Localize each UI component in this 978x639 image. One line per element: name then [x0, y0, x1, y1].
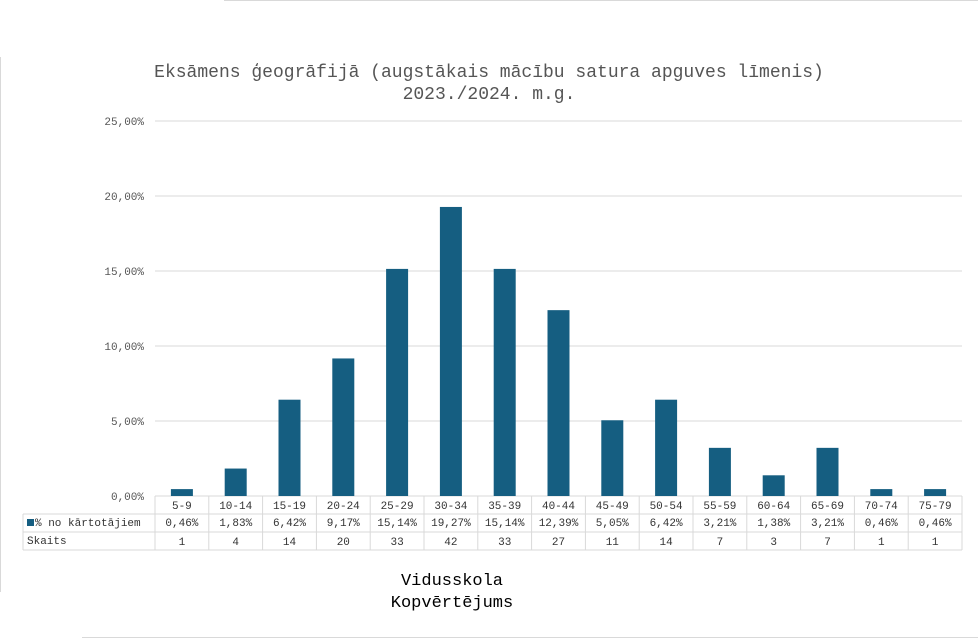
bar: [708, 447, 731, 496]
chart-title: Eksāmens ģeogrāfijā (augstākais mācību s…: [154, 63, 824, 83]
table-count-value: 7: [717, 537, 724, 549]
x-category-label: 20-24: [327, 501, 360, 513]
bar: [386, 268, 409, 496]
bar: [278, 399, 301, 496]
legend-series-name: % no kārtotājiem: [35, 518, 141, 530]
table-count-value: 11: [606, 537, 620, 549]
data-label: 6,42%: [650, 518, 683, 530]
x-category-label: 5-9: [172, 501, 192, 513]
data-label: 3,21%: [703, 518, 736, 530]
data-label: 5,05%: [596, 518, 629, 530]
data-label: 12,39%: [539, 518, 579, 530]
table-count-value: 27: [552, 537, 565, 549]
table-count-value: 33: [498, 537, 511, 549]
table-count-value: 33: [390, 537, 403, 549]
frame-top-line: [224, 0, 978, 1]
x-category-label: 50-54: [650, 501, 683, 513]
table-count-value: 1: [878, 537, 885, 549]
y-tick-label: 25,00%: [104, 117, 144, 129]
x-category-label: 35-39: [488, 501, 521, 513]
data-label: 1,38%: [757, 518, 790, 530]
x-category-label: 15-19: [273, 501, 306, 513]
table-count-value: 14: [659, 537, 673, 549]
bar: [655, 399, 678, 496]
bar: [547, 310, 570, 496]
data-label: 1,83%: [219, 518, 252, 530]
x-category-label: 40-44: [542, 501, 575, 513]
frame-left-line: [0, 57, 1, 592]
table-row-name: Skaits: [27, 536, 67, 548]
x-category-label: 45-49: [596, 501, 629, 513]
bar: [924, 489, 947, 496]
table-count-value: 1: [179, 537, 186, 549]
x-category-label: 30-34: [434, 501, 467, 513]
bar: [493, 268, 516, 496]
y-tick-label: 0,00%: [111, 492, 144, 504]
x-category-label: 70-74: [865, 501, 898, 513]
data-label: 6,42%: [273, 518, 306, 530]
data-label: 15,14%: [485, 518, 525, 530]
x-category-label: 10-14: [219, 501, 252, 513]
bar: [870, 489, 893, 496]
table-count-value: 20: [337, 537, 350, 549]
bar: [332, 358, 355, 496]
bar: [601, 420, 624, 496]
data-label: 9,17%: [327, 518, 360, 530]
data-label: 0,46%: [919, 518, 952, 530]
table-count-value: 1: [932, 537, 939, 549]
bar: [224, 468, 247, 496]
bar-chart: 0,00% 5,00% 10,00% 15,00% 20,00% 25,00% 5-9 10-…: [22, 117, 963, 551]
table-count-value: 42: [444, 537, 457, 549]
chart-subtitle: 2023./2024. m.g.: [402, 85, 576, 105]
data-label: 15,14%: [377, 518, 417, 530]
y-tick-label: 10,00%: [104, 342, 144, 354]
frame-bottom-line: [82, 637, 978, 638]
x-category-label: 60-64: [757, 501, 790, 513]
table-count-value: 7: [824, 537, 831, 549]
table-count-value: 4: [232, 537, 239, 549]
data-label: 0,46%: [165, 518, 198, 530]
data-label: 19,27%: [431, 518, 471, 530]
bar: [170, 489, 193, 496]
legend-swatch: [27, 519, 34, 526]
x-category-label: 25-29: [381, 501, 414, 513]
footer-summary-label: Kopvērtējums: [390, 594, 514, 613]
data-label: 0,46%: [865, 518, 898, 530]
bar: [816, 447, 839, 496]
bar: [439, 206, 462, 496]
table-count-value: 3: [770, 537, 777, 549]
bar: [762, 475, 785, 496]
footer-school-label: Vidusskola: [400, 572, 504, 591]
x-category-label: 75-79: [919, 501, 952, 513]
y-tick-label: 20,00%: [104, 192, 144, 204]
x-category-label: 65-69: [811, 501, 844, 513]
y-tick-label: 15,00%: [104, 267, 144, 279]
data-label: 3,21%: [811, 518, 844, 530]
x-category-label: 55-59: [703, 501, 736, 513]
table-count-value: 14: [283, 537, 297, 549]
y-tick-label: 5,00%: [111, 417, 144, 429]
